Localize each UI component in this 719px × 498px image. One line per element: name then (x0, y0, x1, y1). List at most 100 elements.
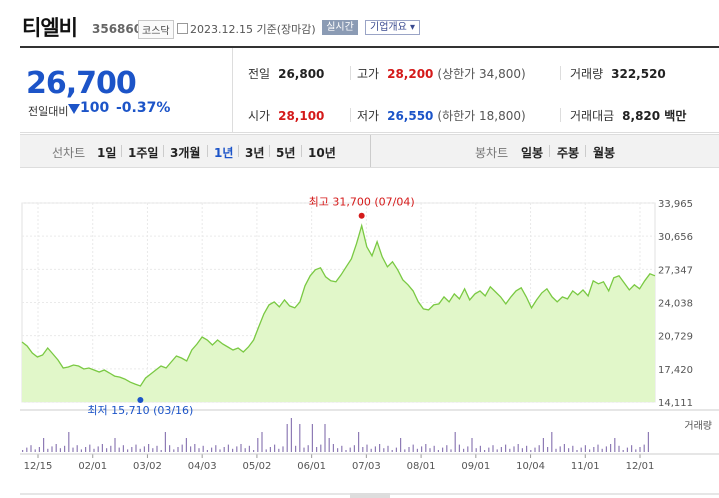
volume-bar (551, 432, 553, 452)
amount-cell: 거래대금 8,820 백만 (570, 107, 686, 124)
volume-bar (64, 445, 66, 452)
tab-3y[interactable]: 3년 (245, 146, 265, 160)
volume-bar (131, 447, 133, 452)
volume-bar (559, 446, 561, 452)
volume-bar (265, 449, 267, 452)
volume-bar (526, 445, 528, 452)
tab-1d[interactable]: 1일 (97, 146, 117, 160)
volume-bar (253, 450, 255, 452)
volume-bar (563, 444, 565, 452)
prev-close-cell: 전일 26,800 (248, 65, 324, 82)
x-tick-label: 08/01 (407, 461, 436, 472)
volume-bar (101, 444, 103, 452)
x-tick-label: 07/03 (352, 461, 381, 472)
volume-bar (538, 445, 540, 452)
volume-bar (337, 448, 339, 452)
volume-bar (248, 445, 250, 452)
company-info-button[interactable]: 기업개요 ▾ (365, 20, 420, 35)
volume-bar (72, 447, 74, 452)
volume-bar (647, 432, 649, 452)
volume-bar (211, 447, 213, 452)
volume-bar (156, 445, 158, 452)
volume-bar (509, 448, 511, 452)
volume-bar (416, 448, 418, 452)
volume-bar (240, 444, 242, 452)
volume-bar (22, 450, 24, 452)
amount-label: 거래대금 (570, 109, 615, 123)
x-tick-label: 06/01 (297, 461, 326, 472)
volume-bar (521, 448, 523, 452)
volume-bar (421, 446, 423, 452)
volume-bar (219, 449, 221, 452)
tab-1y[interactable]: 1년 (214, 146, 234, 160)
volume-bar (429, 448, 431, 452)
volume-bar (639, 447, 641, 452)
volume-bar (425, 444, 427, 452)
high-label: 고가 (357, 67, 380, 81)
volume-bar (589, 449, 591, 452)
stock-code: 356860 (92, 22, 143, 36)
volume-bar (580, 447, 582, 452)
x-tick-label: 04/03 (188, 461, 217, 472)
volume-bar (353, 445, 355, 452)
lower-limit: (하한가 18,800) (437, 109, 526, 123)
volume-bar (610, 444, 612, 452)
stock-header: 티엘비 356860 코스닥 2023.12.15 기준(장마감) 실시간 기업… (0, 0, 719, 44)
volume-bar (198, 448, 200, 452)
volume-bar (467, 446, 469, 452)
volume-bar (215, 445, 217, 452)
volume-bar (89, 444, 91, 452)
current-price: 26,700 (26, 66, 137, 101)
volume-bar (320, 444, 322, 452)
volume-bar (446, 445, 448, 452)
volume-bar (496, 449, 498, 452)
volume-bar (450, 449, 452, 452)
tab-10y[interactable]: 10년 (308, 146, 336, 160)
x-tick-label: 02/01 (78, 461, 107, 472)
tab-3m[interactable]: 3개월 (170, 146, 201, 160)
tab-5y[interactable]: 5년 (276, 146, 296, 160)
volume-bar (85, 447, 87, 452)
x-tick-label: 11/01 (571, 461, 600, 472)
tab-monthly[interactable]: 월봉 (593, 146, 616, 160)
volume-bar (190, 446, 192, 452)
y-tick-label: 30,656 (658, 232, 693, 243)
volume-bar (437, 450, 439, 452)
volume-bar (635, 449, 637, 452)
volume-bar (387, 445, 389, 452)
tab-weekly[interactable]: 주봉 (557, 146, 580, 160)
volume-bar (290, 418, 292, 452)
volume-bar (379, 444, 381, 452)
volume-label: 거래량 (570, 67, 604, 81)
x-tick-label: 12/15 (24, 461, 53, 472)
volume-bar (395, 447, 397, 452)
volume-bar (299, 424, 301, 452)
open-value: 28,100 (278, 109, 325, 123)
volume-bar (47, 448, 49, 452)
x-tick-label: 10/04 (516, 461, 545, 472)
volume-bar (391, 450, 393, 452)
realtime-button[interactable]: 실시간 (322, 20, 358, 35)
volume-bar (43, 438, 45, 452)
volume-bar (51, 446, 53, 452)
volume-bar (568, 448, 570, 452)
volume-bar (500, 447, 502, 452)
tab-1w[interactable]: 1주일 (128, 146, 159, 160)
prev-close-value: 26,800 (278, 67, 325, 81)
volume-bar (547, 447, 549, 452)
volume-bar (269, 447, 271, 452)
y-tick-label: 24,038 (658, 299, 693, 310)
volume-bar (542, 438, 544, 452)
tab-daily[interactable]: 일봉 (521, 146, 544, 160)
volume-bar (475, 448, 477, 452)
volume-bar (605, 446, 607, 452)
volume-bar (454, 432, 456, 452)
volume-bar (97, 446, 99, 452)
prev-close-label: 전일 (248, 67, 271, 81)
volume-bar (513, 446, 515, 452)
y-tick-label: 33,965 (658, 199, 693, 210)
volume-bar (311, 424, 313, 452)
volume-bar (177, 447, 179, 452)
change-label: 전일대비 (28, 105, 69, 118)
